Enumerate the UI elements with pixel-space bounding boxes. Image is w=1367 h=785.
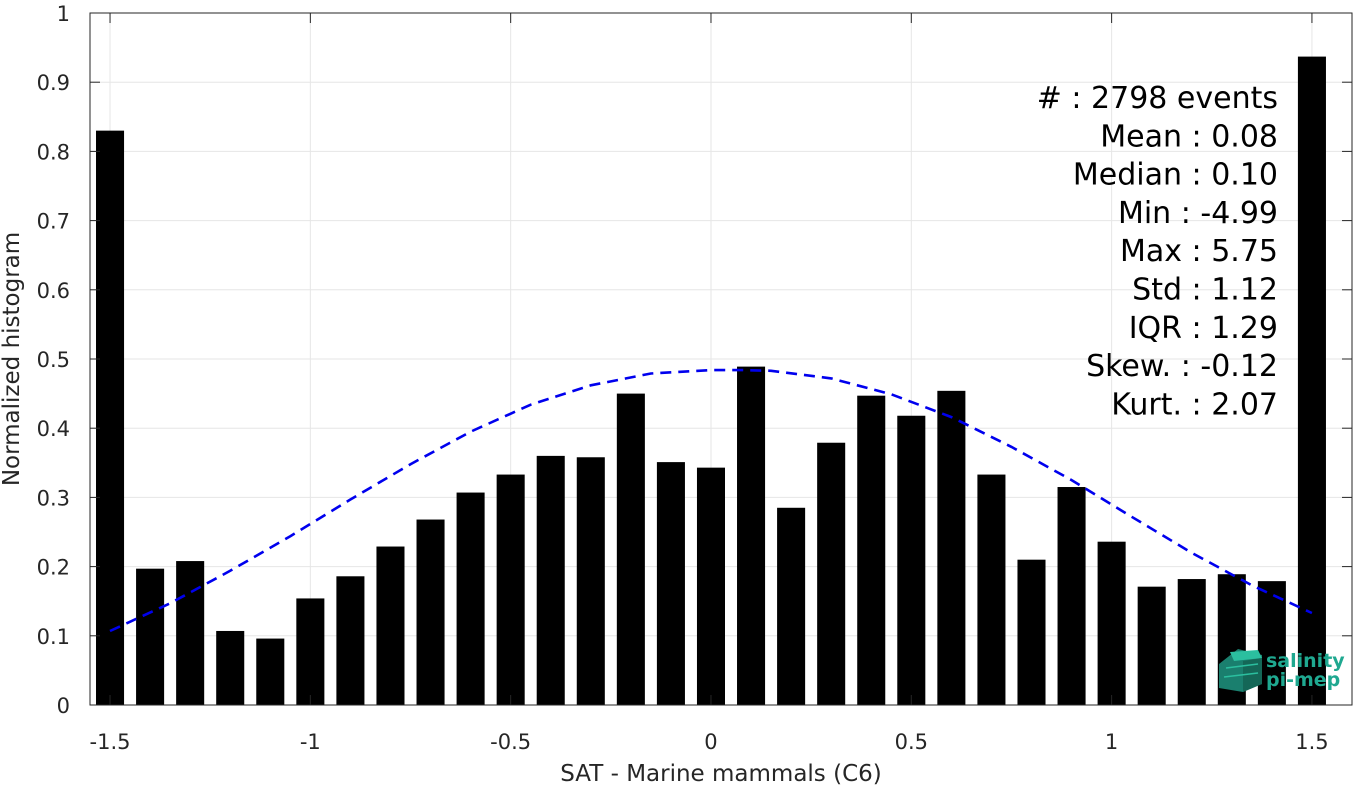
histogram-bar [496, 474, 525, 705]
histogram-bar [1057, 487, 1086, 705]
histogram-bars [96, 56, 1326, 705]
y-tick-label: 0.9 [37, 71, 70, 95]
stat-line: Mean : 0.08 [1100, 119, 1278, 154]
histogram-bar [817, 442, 846, 705]
y-tick-label: 0.5 [37, 348, 70, 372]
y-axis-label: Normalized histogram [0, 232, 25, 486]
x-tick-label: -1.5 [90, 730, 131, 754]
histogram-bar [857, 395, 886, 705]
histogram-bar [416, 519, 445, 705]
x-tick-label: -1 [300, 730, 321, 754]
histogram-bar [576, 457, 605, 705]
x-tick-label: 0.5 [895, 730, 928, 754]
x-axis-label: SAT - Marine mammals (C6) [560, 761, 882, 785]
cube-icon [1219, 649, 1262, 692]
histogram-bar [977, 474, 1006, 705]
histogram-bar [777, 507, 806, 705]
histogram-bar [296, 598, 325, 705]
histogram-bar [96, 130, 125, 705]
y-tick-label: 1 [57, 2, 70, 26]
y-tick-label: 0.3 [37, 486, 70, 510]
stat-line: Skew. : -0.12 [1086, 349, 1278, 384]
histogram-bar [336, 576, 365, 705]
y-tick-labels: 0 0.1 0.2 0.3 0.4 0.5 0.6 0.7 0.8 0.9 1 [37, 2, 70, 718]
salinity-pi-mep-logo: salinity pi-mep [1219, 649, 1345, 692]
y-tick-label: 0 [57, 694, 70, 718]
y-tick-label: 0.2 [37, 556, 70, 580]
histogram-bar [1257, 581, 1286, 705]
histogram-bar [536, 455, 565, 705]
y-tick-label: 0.7 [37, 210, 70, 234]
histogram-bar [456, 492, 485, 705]
histogram-bar [376, 546, 405, 705]
stat-line: Std : 1.12 [1132, 273, 1278, 308]
logo-line-1: salinity [1266, 650, 1345, 672]
histogram-bar [1017, 559, 1046, 705]
histogram-bar [136, 568, 165, 705]
histogram-bar [1297, 56, 1326, 705]
histogram-bar [656, 462, 685, 705]
stat-line: Kurt. : 2.07 [1111, 387, 1278, 422]
stat-line: IQR : 1.29 [1129, 311, 1278, 346]
histogram-bar [616, 393, 645, 705]
histogram-bar [176, 561, 205, 705]
fit-curve [109, 368, 1313, 633]
x-tick-label: 1.5 [1295, 730, 1328, 754]
stat-line: Median : 0.10 [1073, 158, 1278, 193]
stat-line: # : 2798 events [1037, 81, 1278, 116]
histogram-bar [256, 638, 285, 705]
x-tick-labels: -1.5 -1 -0.5 0 0.5 1 1.5 [90, 730, 1329, 754]
histogram-bar [216, 630, 245, 705]
y-tick-label: 0.1 [37, 625, 70, 649]
logo-line-2: pi-mep [1266, 669, 1340, 691]
stat-line: Max : 5.75 [1120, 234, 1278, 269]
y-tick-label: 0.6 [37, 279, 70, 303]
y-tick-label: 0.4 [37, 417, 70, 441]
histogram-bar [897, 415, 926, 705]
x-tick-label: 0 [704, 730, 717, 754]
x-tick-label: 1 [1105, 730, 1118, 754]
histogram-bar [1097, 541, 1126, 705]
histogram-bar [1177, 579, 1206, 705]
histogram-bar [696, 467, 726, 705]
stat-line: Min : -4.99 [1118, 196, 1278, 231]
axis-ticks [90, 12, 1352, 706]
histogram-bar [937, 390, 966, 705]
x-tick-label: -0.5 [490, 730, 531, 754]
histogram-bar [737, 366, 766, 705]
y-tick-label: 0.8 [37, 140, 70, 164]
histogram-bar [1137, 586, 1166, 705]
